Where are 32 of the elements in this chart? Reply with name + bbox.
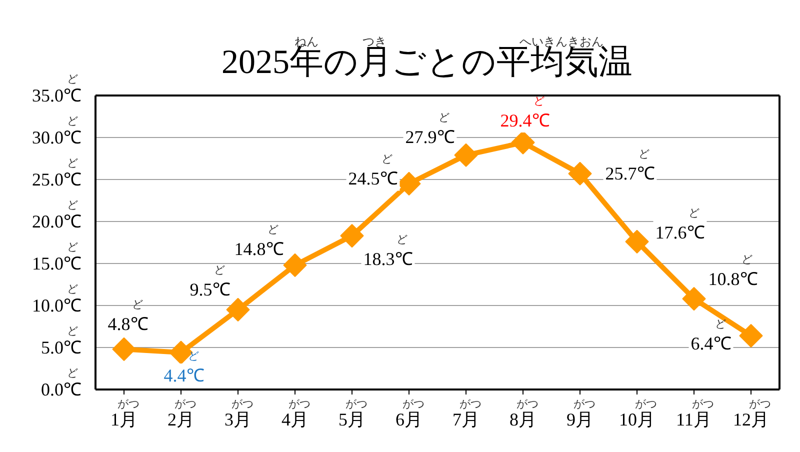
data-label: 24.5℃ど <box>348 154 398 189</box>
y-tick-label: 10.0℃ど <box>32 284 82 316</box>
y-tick-label: 25.0℃ど <box>32 158 82 190</box>
x-tick-label: 4月がつ <box>282 398 310 430</box>
x-tick-label: 1月がつ <box>110 398 140 430</box>
x-tick-label: 6月がつ <box>396 398 424 430</box>
y-tick-label: 30.0℃ど <box>32 116 82 148</box>
data-label: 10.8℃ど <box>708 254 758 289</box>
data-label: 25.7℃ど <box>605 148 655 184</box>
x-tick-label: 2月がつ <box>168 398 196 430</box>
x-tick-label: 8月がつ <box>510 398 538 430</box>
x-tick-label: 7月がつ <box>452 398 482 430</box>
y-tick-label: 5.0℃ど <box>41 326 82 358</box>
x-tick-label: 10月がつ <box>619 398 657 430</box>
data-label: 9.5℃ど <box>190 264 230 300</box>
x-tick-label: 5月がつ <box>338 398 368 430</box>
y-tick-label: 20.0℃ど <box>32 200 82 232</box>
x-tick-label: 3月がつ <box>224 398 254 430</box>
data-label: 29.4℃ど <box>500 96 550 131</box>
data-label: 4.4℃ど <box>164 350 204 386</box>
y-tick-label: 35.0℃ど <box>32 74 82 106</box>
x-tick-label: 12月がつ <box>733 398 771 430</box>
data-label: 17.6℃ど <box>655 208 705 243</box>
y-tick-label: 15.0℃ど <box>32 242 82 274</box>
data-label: 4.8℃ど <box>108 299 148 334</box>
x-tick-label: 11月がつ <box>676 398 714 430</box>
data-label: 14.8℃ど <box>234 224 284 260</box>
data-label: 27.9℃ど <box>405 112 455 148</box>
y-tick-label: 0.0℃ど <box>41 368 82 400</box>
x-tick-label: 9月がつ <box>566 398 596 430</box>
data-label: 18.3℃ど <box>363 234 413 269</box>
data-label: 6.4℃ど <box>690 318 732 354</box>
